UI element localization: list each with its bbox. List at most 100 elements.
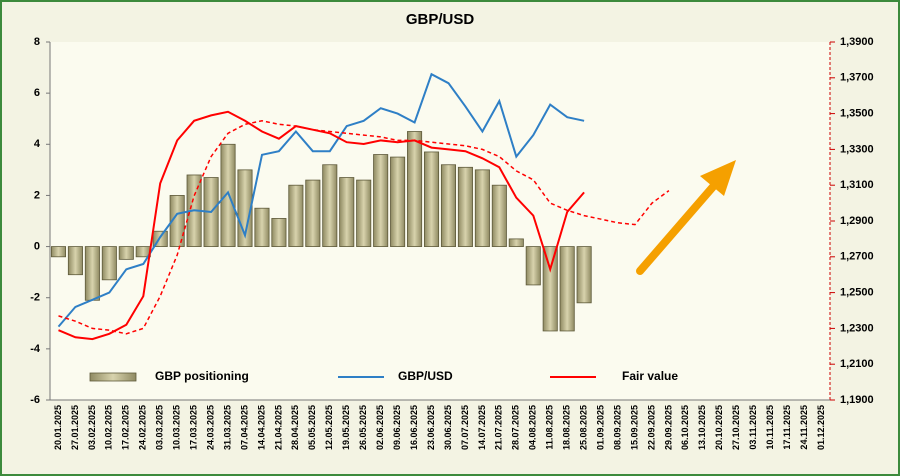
bar <box>457 166 473 247</box>
y2-tick-label: 1,2700 <box>840 251 874 263</box>
line <box>58 110 585 341</box>
bar <box>474 169 490 247</box>
y-tick-label: 2 <box>34 189 40 201</box>
x-tick-label: 10.02.2025 <box>104 405 114 450</box>
bar <box>339 177 355 247</box>
x-tick-label: 13.10.2025 <box>697 405 707 450</box>
bar <box>84 246 100 301</box>
bar <box>508 238 524 247</box>
y-tick-label: -2 <box>30 292 40 304</box>
bar <box>390 156 406 247</box>
y2-tick-label: 1,2500 <box>840 287 874 299</box>
x-tick-label: 20.01.2025 <box>53 405 63 450</box>
x-tick-label: 07.07.2025 <box>460 405 470 450</box>
bar <box>118 246 134 260</box>
x-tick-label: 07.04.2025 <box>239 405 249 450</box>
x-tick-label: 15.09.2025 <box>629 405 639 450</box>
x-tick-label: 26.05.2025 <box>358 405 368 450</box>
bar <box>169 195 185 247</box>
bar <box>305 179 321 247</box>
y2-tick-label: 1,3900 <box>840 36 874 48</box>
x-tick-label: 12.05.2025 <box>324 405 334 450</box>
bar <box>322 164 338 247</box>
y-tick-label: 4 <box>34 138 41 150</box>
chart-title: GBP/USD <box>406 11 475 28</box>
y2-tick-label: 1,3300 <box>840 143 874 155</box>
x-tick-label: 23.06.2025 <box>426 405 436 450</box>
x-tick-label: 17.03.2025 <box>189 405 199 450</box>
x-tick-label: 29.09.2025 <box>663 405 673 450</box>
y2-tick-label: 1,2900 <box>840 215 874 227</box>
x-tick-label: 21.04.2025 <box>273 405 283 450</box>
x-tick-label: 06.10.2025 <box>680 405 690 450</box>
x-tick-label: 03.02.2025 <box>87 405 97 450</box>
bar <box>423 151 440 247</box>
bar <box>101 246 117 281</box>
x-tick-label: 20.10.2025 <box>714 405 724 450</box>
x-tick-label: 19.05.2025 <box>341 405 351 450</box>
y2-tick-label: 1,3700 <box>840 72 874 84</box>
legend-label: GBP positioning <box>155 369 249 383</box>
x-tick-label: 09.06.2025 <box>392 405 402 450</box>
x-tick-label: 04.08.2025 <box>528 405 538 450</box>
legend-label: Fair value <box>622 369 678 383</box>
x-tick-label: 01.12.2025 <box>816 405 826 450</box>
legend-label: GBP/USD <box>398 369 453 383</box>
x-tick-label: 10.03.2025 <box>172 405 182 450</box>
bar <box>254 207 270 247</box>
bar <box>491 184 507 247</box>
y2-tick-label: 1,2100 <box>840 358 874 370</box>
x-tick-label: 28.04.2025 <box>290 405 300 450</box>
x-tick-label: 05.05.2025 <box>307 405 317 450</box>
y-tick-label: 6 <box>34 87 40 99</box>
bar <box>50 246 66 258</box>
x-tick-label: 18.08.2025 <box>562 405 572 450</box>
x-tick-label: 14.04.2025 <box>256 405 266 450</box>
y-tick-label: -4 <box>30 343 41 355</box>
bar <box>271 218 287 247</box>
legend-swatch <box>89 372 137 382</box>
bar <box>67 246 83 276</box>
x-tick-label: 17.11.2025 <box>782 405 792 450</box>
line <box>57 72 585 328</box>
bar <box>542 246 558 332</box>
x-tick-label: 01.09.2025 <box>595 405 605 450</box>
y-tick-label: -6 <box>30 394 40 406</box>
x-tick-label: 16.06.2025 <box>409 405 419 450</box>
x-tick-label: 10.11.2025 <box>765 405 775 450</box>
x-tick-label: 28.07.2025 <box>511 405 521 450</box>
bar <box>356 179 372 247</box>
x-tick-label: 11.08.2025 <box>545 405 555 450</box>
x-tick-label: 24.03.2025 <box>205 405 215 450</box>
bar <box>576 246 592 304</box>
x-tick-label: 24.11.2025 <box>799 405 809 450</box>
x-tick-label: 14.07.2025 <box>477 405 487 450</box>
bar <box>440 164 457 247</box>
trend-arrow <box>636 160 736 275</box>
plot-area <box>50 42 830 400</box>
x-tick-label: 03.03.2025 <box>155 405 165 450</box>
x-tick-label: 03.11.2025 <box>748 405 758 450</box>
x-tick-label: 08.09.2025 <box>612 405 622 450</box>
bar <box>220 143 236 247</box>
bar <box>525 246 541 286</box>
bar <box>559 246 575 332</box>
x-tick-label: 30.06.2025 <box>443 405 453 450</box>
y2-tick-label: 1,3100 <box>840 179 874 191</box>
x-tick-label: 22.09.2025 <box>646 405 656 450</box>
y-tick-label: 0 <box>34 240 40 252</box>
bar <box>373 154 389 247</box>
x-tick-label: 17.02.2025 <box>121 405 131 450</box>
x-tick-label: 24.02.2025 <box>138 405 148 450</box>
bar <box>288 184 304 247</box>
dashed-line <box>58 120 670 335</box>
x-tick-label: 02.06.2025 <box>375 405 385 450</box>
y2-tick-label: 1,1900 <box>840 394 874 406</box>
y2-tick-label: 1,2300 <box>840 322 874 334</box>
y-tick-label: 8 <box>34 36 40 48</box>
x-tick-label: 25.08.2025 <box>579 405 589 450</box>
x-tick-label: 21.07.2025 <box>494 405 504 450</box>
x-tick-label: 27.10.2025 <box>731 405 741 450</box>
x-tick-label: 27.01.2025 <box>70 405 80 450</box>
